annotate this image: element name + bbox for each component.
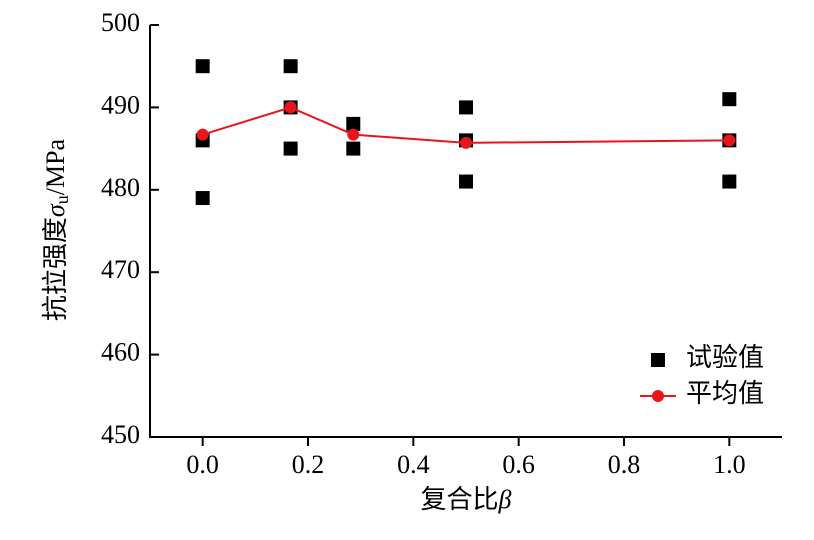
avg-point <box>460 136 472 149</box>
scatter-point <box>195 191 210 206</box>
y-tick-label: 490 <box>101 90 140 119</box>
x-tick-label: 0.2 <box>292 450 325 479</box>
scatter-point <box>283 141 298 156</box>
x-tick-label: 0.4 <box>397 450 430 479</box>
y-axis-label: 抗拉强度σu/MPa <box>41 138 72 321</box>
scatter-point <box>459 174 473 189</box>
legend-label: 平均值 <box>686 379 764 408</box>
y-label-part: /MPa <box>41 138 70 195</box>
avg-point <box>723 134 736 147</box>
x-label-part: β <box>498 485 512 514</box>
x-tick-label: 1.0 <box>713 450 746 479</box>
y-tick-label: 480 <box>101 173 140 202</box>
scatter-point <box>283 59 298 74</box>
scatter-point <box>722 92 737 107</box>
avg-point <box>347 128 360 141</box>
avg-point <box>196 128 209 141</box>
scatter-point <box>195 59 210 74</box>
x-label-part: 复合比 <box>421 485 499 514</box>
scatter-point <box>459 100 473 115</box>
y-tick-label: 460 <box>101 338 140 367</box>
y-label-part: u <box>52 195 72 204</box>
y-label-part: 抗拉强度 <box>41 217 70 321</box>
legend-marker <box>651 353 665 367</box>
scatter-point <box>722 174 737 189</box>
y-tick-label: 450 <box>101 420 140 449</box>
scatter-point <box>346 116 361 131</box>
legend-label: 试验值 <box>686 343 764 372</box>
x-axis-label: 复合比β <box>421 485 512 514</box>
scatter-point <box>346 141 361 156</box>
x-tick-label: 0.8 <box>608 450 641 479</box>
y-tick-label: 500 <box>101 8 140 37</box>
legend-marker <box>652 390 664 402</box>
y-label-part: σ <box>41 203 70 217</box>
y-tick-label: 470 <box>101 255 140 284</box>
avg-point <box>284 101 297 114</box>
x-tick-label: 0.6 <box>502 450 535 479</box>
axes <box>149 25 782 438</box>
x-tick-label: 0.0 <box>186 450 219 479</box>
